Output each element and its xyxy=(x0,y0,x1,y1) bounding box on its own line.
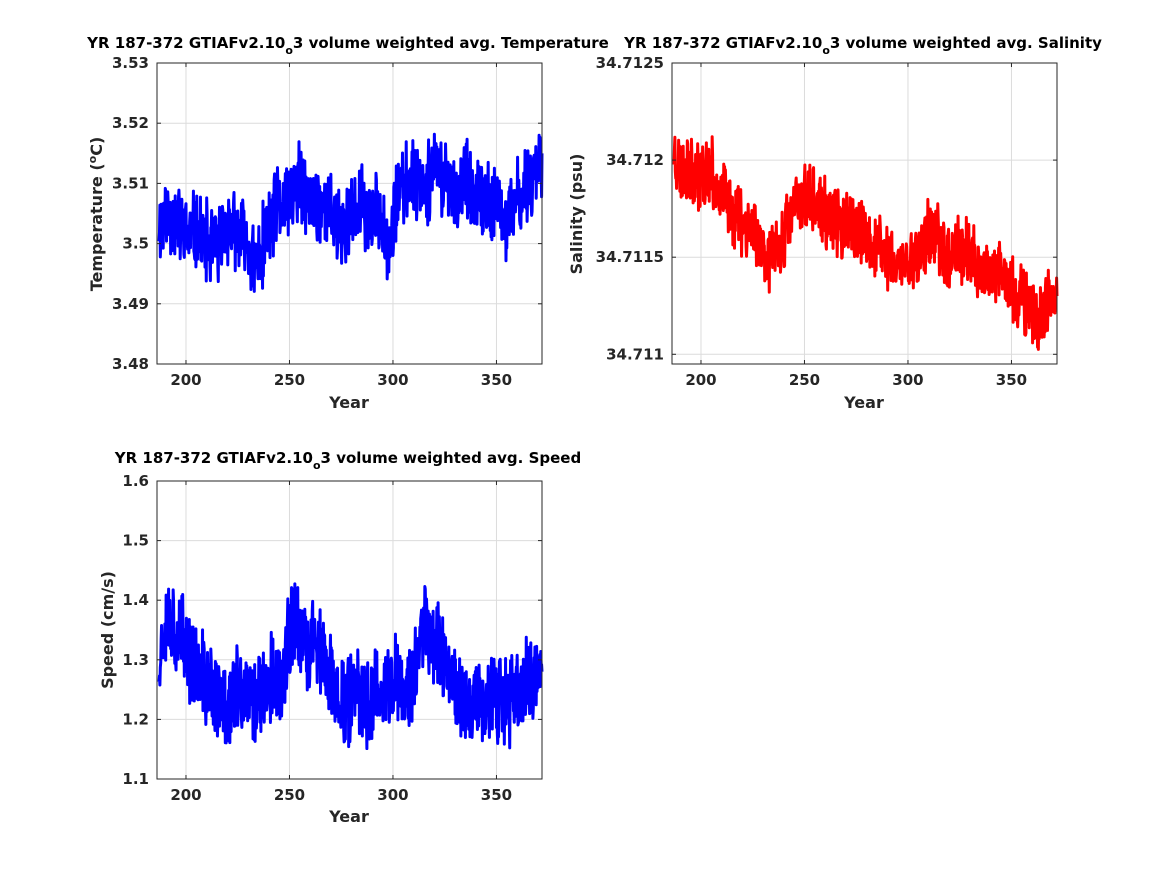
speed-y-ticks: 1.1 1.2 1.3 1.4 1.5 1.6 xyxy=(122,472,542,788)
temperature-y-label: Temperature (oC) xyxy=(86,137,106,292)
temperature-x-tick-label: 200 xyxy=(170,371,201,389)
temperature-y-tick-label: 3.48 xyxy=(112,355,149,373)
temperature-series-line xyxy=(157,132,544,293)
speed-x-tick-label: 250 xyxy=(274,786,305,804)
speed-y-tick-label: 1.2 xyxy=(122,710,149,728)
speed-y-tick-label: 1.6 xyxy=(122,472,149,490)
salinity-x-tick-label: 250 xyxy=(789,371,820,389)
speed-y-tick-label: 1.3 xyxy=(122,651,149,669)
salinity-x-tick-label: 200 xyxy=(685,371,716,389)
salinity-y-tick-label: 34.7115 xyxy=(596,248,664,266)
temperature-series xyxy=(157,132,544,293)
salinity-y-tick-label: 34.7125 xyxy=(596,54,664,72)
speed-x-ticks: 200 250 300 350 xyxy=(170,481,512,804)
speed-axes-frame xyxy=(156,480,543,780)
temperature-y-tick-label: 3.53 xyxy=(112,54,149,72)
speed-y-label: Speed (cm/s) xyxy=(98,571,117,689)
speed-y-tick-label: 1.5 xyxy=(122,532,149,550)
salinity-x-label: Year xyxy=(843,393,884,412)
temperature-x-tick-label: 350 xyxy=(481,371,512,389)
salinity-x-tick-label: 300 xyxy=(892,371,923,389)
salinity-series xyxy=(672,135,1059,351)
temperature-axes-frame xyxy=(156,62,543,365)
temperature-x-tick-label: 300 xyxy=(377,371,408,389)
temperature-y-tick-label: 3.51 xyxy=(112,174,149,192)
speed-y-tick-label: 1.4 xyxy=(122,591,149,609)
speed-x-label: Year xyxy=(328,807,369,826)
speed-chart-title: YR 187-372 GTIAFv2.10o3 volume weighted … xyxy=(114,449,581,472)
speed-x-tick-label: 200 xyxy=(170,786,201,804)
salinity-x-ticks: 200 250 300 350 xyxy=(685,63,1027,389)
temperature-x-tick-label: 250 xyxy=(274,371,305,389)
speed-series xyxy=(157,582,544,751)
temperature-y-tick-label: 3.49 xyxy=(112,295,149,313)
temperature-y-tick-label: 3.5 xyxy=(122,235,149,253)
salinity-y-tick-label: 34.711 xyxy=(606,345,664,363)
salinity-y-ticks: 34.711 34.7115 34.712 34.7125 xyxy=(596,54,1057,363)
temperature-x-label: Year xyxy=(328,393,369,412)
temperature-y-tick-label: 3.52 xyxy=(112,114,149,132)
salinity-series-line xyxy=(672,135,1059,351)
speed-series-line xyxy=(157,582,544,751)
salinity-y-tick-label: 34.712 xyxy=(606,151,664,169)
temperature-y-ticks: 3.48 3.49 3.5 3.51 3.52 3.53 xyxy=(112,54,542,373)
speed-y-tick-label: 1.1 xyxy=(122,770,149,788)
salinity-chart: YR 187-372 GTIAFv2.10o3 volume weighted … xyxy=(567,34,1102,412)
temperature-chart-title: YR 187-372 GTIAFv2.10o3 volume weighted … xyxy=(86,34,609,57)
salinity-x-tick-label: 350 xyxy=(996,371,1027,389)
speed-x-tick-label: 350 xyxy=(481,786,512,804)
speed-chart: YR 187-372 GTIAFv2.10o3 volume weighted … xyxy=(98,449,581,826)
salinity-axes-frame xyxy=(671,62,1058,365)
speed-x-tick-label: 300 xyxy=(377,786,408,804)
temperature-x-ticks: 200 250 300 350 xyxy=(170,63,512,389)
temperature-chart: YR 187-372 GTIAFv2.10o3 volume weighted … xyxy=(86,34,609,412)
salinity-y-label: Salinity (psu) xyxy=(567,154,586,275)
salinity-chart-title: YR 187-372 GTIAFv2.10o3 volume weighted … xyxy=(623,34,1102,57)
